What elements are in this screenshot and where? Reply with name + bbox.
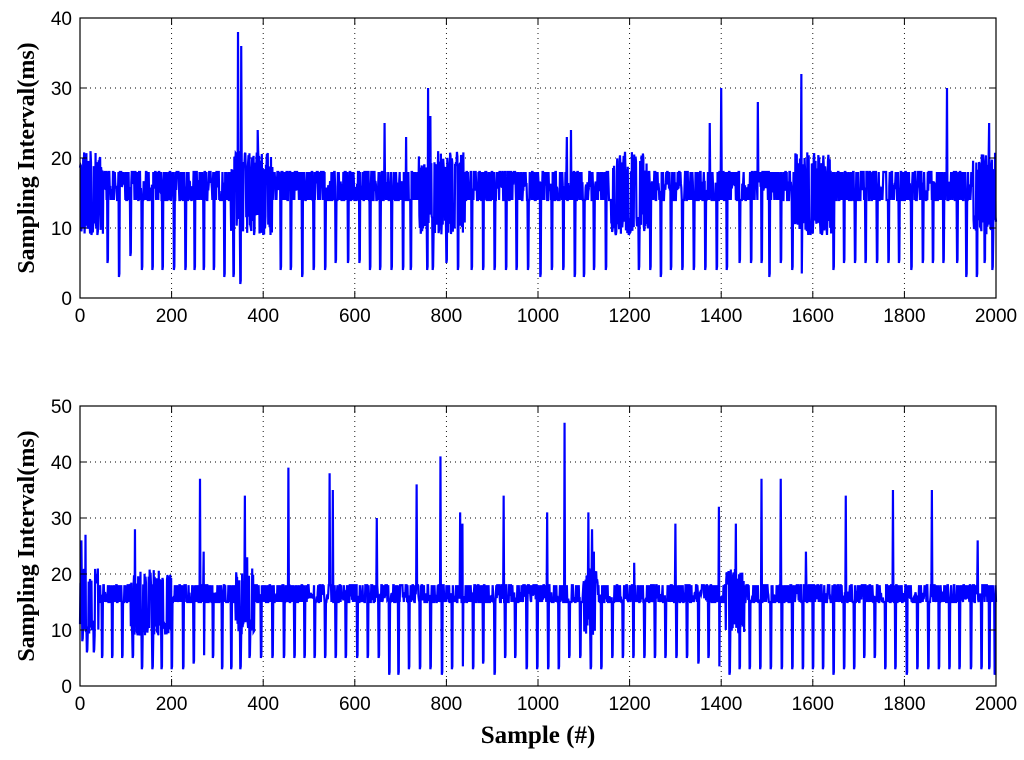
top-x-tick-label: 400	[247, 306, 279, 327]
bottom-x-axis-label: Sample (#)	[481, 722, 596, 749]
top-x-tick-label: 1200	[608, 306, 650, 327]
top-x-tick-label: 1000	[517, 306, 559, 327]
top-panel: 0 200 400 600 800 1000 1200 1400 1600 1800 2000 0 10…	[14, 9, 1017, 327]
bottom-y-tick-label: 10	[51, 621, 72, 642]
bottom-x-tick-label: 1800	[883, 694, 925, 715]
bottom-x-tick-label: 1000	[517, 694, 559, 715]
top-y-tick-label: 0	[61, 289, 72, 310]
bottom-series-line	[78, 422, 998, 675]
bottom-y-tick-label: 20	[51, 565, 72, 586]
bottom-x-tick-label: 800	[431, 694, 463, 715]
bottom-x-tick-label: 2000	[975, 694, 1017, 715]
bottom-ticks: 0 200 400 600 800 1000 1200 1400 1600 1800 2000 0 10…	[51, 397, 1017, 715]
top-grid	[80, 18, 996, 298]
top-y-tick-label: 20	[51, 149, 72, 170]
bottom-y-tick-label: 30	[51, 509, 72, 530]
bottom-x-tick-label: 1200	[608, 694, 650, 715]
top-x-tick-label: 800	[431, 306, 463, 327]
top-ticks: 0 200 400 600 800 1000 1200 1400 1600 1800 2000 0 10…	[51, 9, 1017, 327]
bottom-grid	[80, 406, 996, 686]
top-x-tick-label: 1600	[792, 306, 834, 327]
bottom-x-tick-label: 0	[75, 694, 86, 715]
top-x-tick-label: 1400	[700, 306, 742, 327]
bottom-panel: 0 200 400 600 800 1000 1200 1400 1600 1800 2000 0 10…	[14, 397, 1017, 749]
top-y-axis-label: Sampling Interval(ms)	[14, 42, 40, 273]
bottom-x-tick-label: 400	[247, 694, 279, 715]
top-series-line	[78, 31, 998, 285]
top-x-tick-label: 200	[156, 306, 188, 327]
bottom-y-tick-label: 40	[51, 453, 72, 474]
bottom-y-tick-label: 50	[51, 397, 72, 418]
bottom-x-tick-label: 1600	[792, 694, 834, 715]
top-y-tick-label: 10	[51, 219, 72, 240]
top-x-tick-label: 2000	[975, 306, 1017, 327]
bottom-y-axis-label: Sampling Interval(ms)	[14, 430, 40, 661]
top-y-tick-label: 40	[51, 9, 72, 30]
bottom-y-tick-label: 0	[61, 677, 72, 698]
top-x-tick-label: 0	[75, 306, 86, 327]
bottom-x-tick-label: 200	[156, 694, 188, 715]
top-y-tick-label: 30	[51, 79, 72, 100]
bottom-x-tick-label: 600	[339, 694, 371, 715]
bottom-x-tick-label: 1400	[700, 694, 742, 715]
top-x-tick-label: 1800	[883, 306, 925, 327]
top-x-tick-label: 600	[339, 306, 371, 327]
